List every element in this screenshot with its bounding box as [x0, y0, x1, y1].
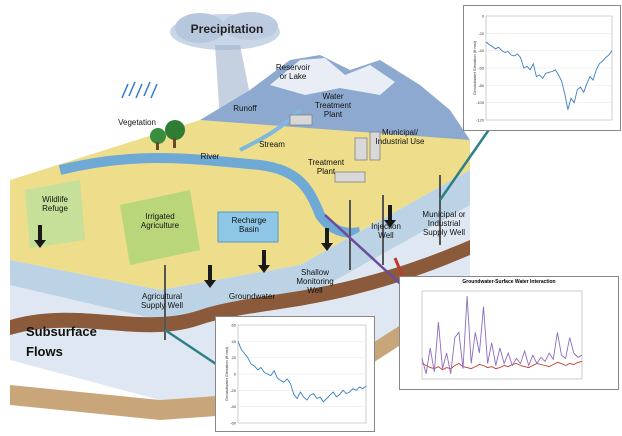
injection-marker [393, 257, 404, 276]
wildlife-refuge-label: Wildlife Refuge [42, 195, 68, 213]
groundwater-chart-bottom: 60 40 20 0 -20 -40 -60 Groundwater Elevation (f… [215, 316, 375, 432]
series-line-0 [485, 41, 613, 110]
river-label: River [200, 152, 220, 161]
subsurface-flows-label: Subsurface Flows [26, 324, 97, 359]
y-tick-label: 60 [232, 323, 237, 328]
mountain-snow [270, 58, 395, 95]
deep-layer [10, 280, 470, 420]
reservoir-label: Reservoir or Lake [275, 63, 311, 81]
municipal-supply-well-label: Municipal or Industrial Supply Well [422, 210, 466, 237]
infiltration-arrows [34, 205, 396, 288]
rain-marks [121, 81, 158, 99]
gw-sw-interaction-chart: Groundwater-Surface Water Interaction [399, 276, 619, 390]
injection-well-label: Injection Well [371, 222, 401, 240]
y-tick-label: -60 [478, 66, 485, 71]
shallow-monitoring-well-label: Shallow Monitoring Well [296, 268, 334, 295]
y-tick-label: -20 [478, 31, 485, 36]
y-tick-label: 40 [232, 339, 237, 344]
recharge-basin [217, 211, 279, 243]
gw-sw-chart-title: Groundwater-Surface Water Interaction [462, 279, 556, 285]
wildlife-refuge-area [25, 180, 85, 248]
recharge-basin-label: Recharge Basin [231, 216, 267, 234]
runoff-label: Runoff [233, 104, 257, 113]
series-line-0 [421, 360, 583, 371]
y-tick-label: -80 [478, 83, 485, 88]
precipitation-label: Precipitation [190, 22, 264, 36]
clay-layer [10, 240, 470, 335]
y-tick-label: 0 [482, 14, 485, 19]
series-line-1 [421, 296, 583, 374]
trees [150, 120, 185, 150]
water-treatment-label: Water Treatment Plant [314, 92, 352, 119]
river [58, 153, 361, 238]
groundwater-label: Groundwater [228, 292, 276, 301]
y-tick-label: -60 [230, 421, 237, 426]
top-soil-layer [10, 170, 470, 320]
y-tick-label: -20 [230, 388, 237, 393]
series-line-0 [237, 341, 367, 403]
y-axis-label: Groundwater Elevation (ft msl) [472, 40, 477, 95]
chart-top-right-plot: 0 -20 -40 -60 -80 -100 -120 Groundwater Elevati… [472, 14, 613, 123]
green-fields [120, 190, 200, 265]
groundwater-chart-top-right: 0 -20 -40 -60 -80 -100 -120 Groundwater Elevati… [463, 5, 621, 131]
precipitation-cloud [170, 12, 280, 50]
y-tick-label: 20 [232, 355, 237, 360]
treatment-plant-label: Treatment Plant [307, 158, 345, 176]
chart-bottom-plot: 60 40 20 0 -20 -40 -60 Groundwater Elevation (f… [224, 323, 367, 426]
y-tick-label: -100 [476, 100, 485, 105]
vegetation-label: Vegetation [118, 118, 156, 127]
plot-frame [421, 290, 583, 380]
y-tick-label: -40 [478, 48, 485, 53]
agricultural-supply-well-label: Agricultural Supply Well [140, 292, 184, 310]
stream-label: Stream [259, 140, 285, 149]
municipal-industrial-use-label: Municipal/ Industrial Use [375, 128, 425, 146]
y-tick-label: 0 [234, 372, 237, 377]
buildings [289, 114, 381, 183]
y-tick-label: -40 [230, 404, 237, 409]
wells [164, 175, 441, 340]
y-tick-label: -120 [476, 118, 485, 123]
irrigated-agriculture-label: Irrigated Agriculture [140, 212, 180, 230]
y-axis-label: Groundwater Elevation (ft msl) [224, 346, 229, 401]
chart-interaction-plot [421, 290, 583, 380]
